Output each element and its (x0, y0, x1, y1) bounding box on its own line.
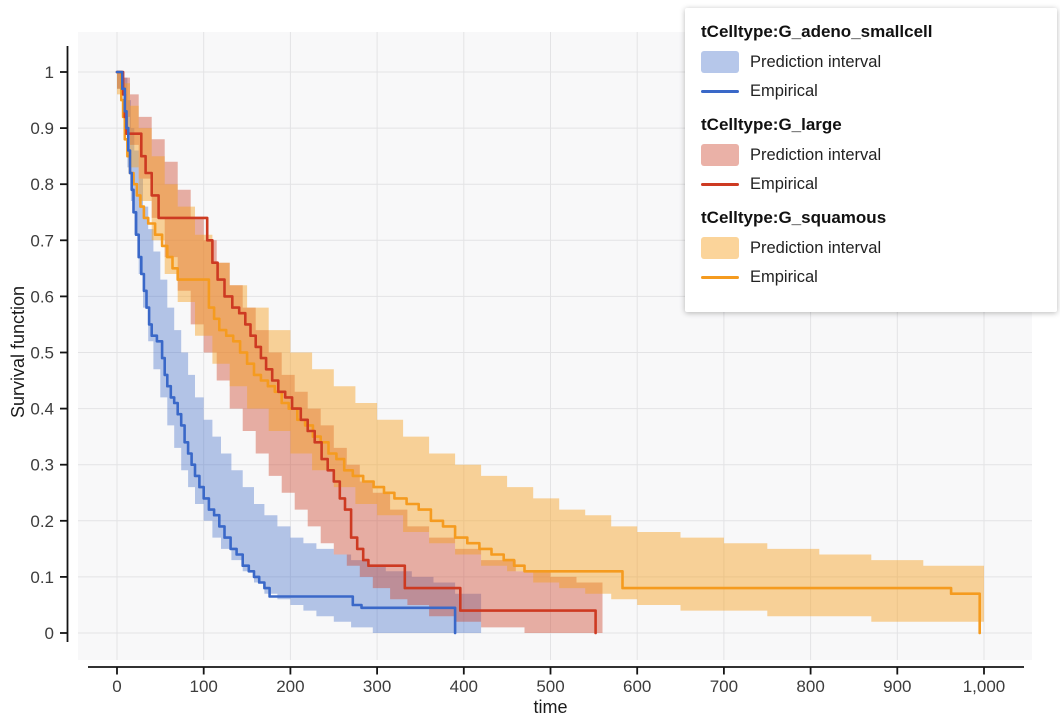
y-tick-label: 0.1 (30, 568, 54, 587)
x-tick-label: 1,000 (963, 677, 1006, 696)
empirical-curve (115, 70, 981, 635)
legend-item-label: Empirical (750, 82, 818, 100)
y-tick-label: 0.8 (30, 175, 54, 194)
x-tick-label: 0 (112, 677, 121, 696)
empirical-curve (115, 70, 597, 635)
empirical-curve (115, 70, 457, 635)
y-tick-label: 0.9 (30, 119, 54, 138)
x-tick-label: 800 (796, 677, 824, 696)
empirical-line-swatch (701, 183, 739, 186)
legend: tCelltype:G_adeno_smallcell Prediction i… (685, 8, 1057, 312)
prediction-interval-swatch (701, 237, 739, 259)
legend-item-label: Prediction interval (750, 145, 882, 164)
x-tick-label: 300 (363, 677, 391, 696)
x-tick-label: 200 (276, 677, 304, 696)
y-tick-label: 0.5 (30, 344, 54, 363)
y-tick-label: 1 (45, 63, 54, 82)
legend-row-empirical: Empirical (701, 175, 1039, 194)
prediction-interval-swatch (701, 51, 739, 73)
legend-item-label: Empirical (750, 268, 818, 286)
legend-row-prediction-interval: Prediction interval (701, 144, 1039, 166)
prediction-interval-band (117, 72, 603, 633)
legend-group-large: tCelltype:G_large Prediction interval Em… (701, 115, 1039, 194)
x-axis-title: time (533, 697, 567, 717)
y-axis-title: Survival function (8, 286, 28, 418)
x-tick-label: 700 (710, 677, 738, 696)
prediction-interval-swatch (701, 144, 739, 166)
legend-group-title: tCelltype:G_squamous (701, 208, 887, 227)
y-tick-label: 0.2 (30, 512, 54, 531)
y-tick-label: 0 (45, 624, 54, 643)
legend-group-adeno-smallcell: tCelltype:G_adeno_smallcell Prediction i… (701, 22, 1039, 101)
y-tick-label: 0.3 (30, 456, 54, 475)
x-tick-label: 400 (450, 677, 478, 696)
empirical-line-swatch (701, 90, 739, 93)
legend-item-label: Empirical (750, 175, 818, 193)
x-tick-label: 600 (623, 677, 651, 696)
prediction-interval-band (117, 72, 482, 633)
x-tick-label: 100 (190, 677, 218, 696)
legend-row-prediction-interval: Prediction interval (701, 237, 1039, 259)
prediction-interval-band (117, 72, 984, 622)
legend-row-empirical: Empirical (701, 82, 1039, 101)
legend-row-prediction-interval: Prediction interval (701, 51, 1039, 73)
x-tick-label: 900 (883, 677, 911, 696)
legend-group-title: tCelltype:G_large (701, 115, 842, 134)
y-tick-label: 0.7 (30, 231, 54, 250)
empirical-line-swatch (701, 276, 739, 279)
legend-item-label: Prediction interval (750, 238, 882, 257)
y-tick-label: 0.4 (30, 400, 54, 419)
legend-group-title: tCelltype:G_adeno_smallcell (701, 22, 933, 41)
legend-group-squamous: tCelltype:G_squamous Prediction interval… (701, 208, 1039, 287)
legend-item-label: Prediction interval (750, 52, 882, 71)
y-tick-label: 0.6 (30, 287, 54, 306)
legend-row-empirical: Empirical (701, 268, 1039, 287)
x-tick-label: 500 (536, 677, 564, 696)
